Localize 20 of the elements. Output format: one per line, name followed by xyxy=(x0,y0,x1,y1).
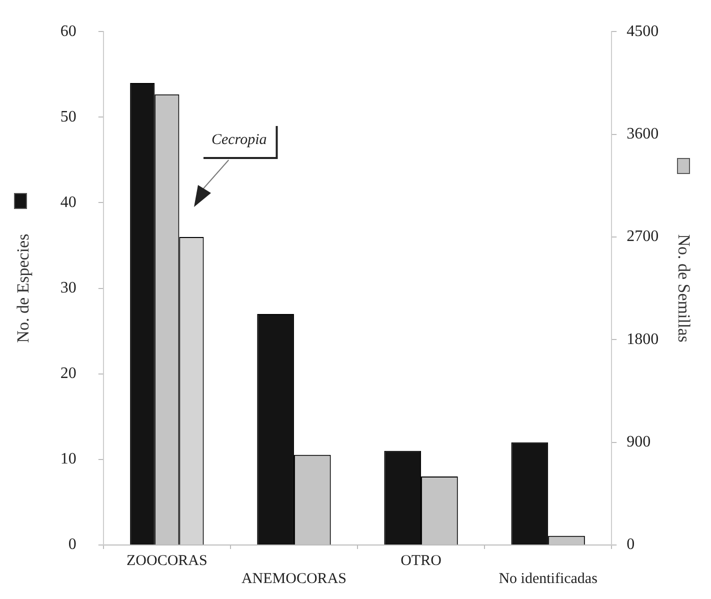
y-tick-label: 10 xyxy=(60,450,76,468)
y-tick-label: 0 xyxy=(68,536,76,554)
y-tick-label: 60 xyxy=(60,22,76,40)
y2-tick-label: 900 xyxy=(626,434,651,451)
y-axis-title: No. de Especies xyxy=(14,234,33,343)
x-tick-label: ZOOCORAS xyxy=(126,552,208,569)
x-tick-label: OTRO xyxy=(400,552,442,569)
y2-tick-label: 4500 xyxy=(626,22,659,40)
y2-tick-label: 3600 xyxy=(626,125,659,142)
annotation: Cecropia xyxy=(211,132,267,148)
y2-tick-label: 1800 xyxy=(626,330,659,348)
y2-tick-label: 0 xyxy=(626,536,635,554)
y-tick-label: 20 xyxy=(60,365,76,382)
y-tick-label: 50 xyxy=(60,108,76,126)
y-tick-label: 30 xyxy=(60,280,76,297)
x-tick-label: No identificadas xyxy=(498,570,598,587)
y2-tick-label: 2700 xyxy=(626,228,659,246)
y-tick-label: 40 xyxy=(60,194,76,211)
x-tick-label: ANEMOCORAS xyxy=(241,570,346,587)
y2-axis-title: No. de Semillas xyxy=(674,234,694,342)
